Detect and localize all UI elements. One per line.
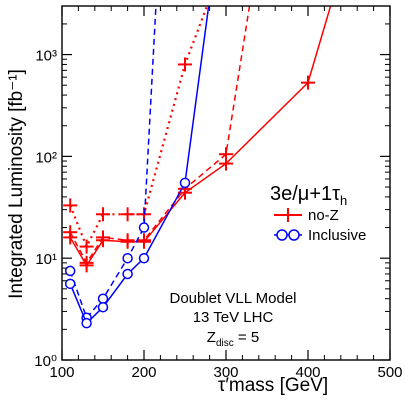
model-label: Doublet VLL Model (169, 290, 296, 307)
x-tick-label: 200 (131, 364, 156, 381)
series-noz-dotted (63, 6, 209, 254)
x-tick-label: 400 (295, 364, 320, 381)
y-tick-label: 10⁰ (34, 353, 57, 370)
series-layer (63, 6, 332, 329)
data-point (120, 234, 135, 249)
series-line (69, 6, 251, 265)
zdisc-suffix: = 5 (234, 329, 259, 346)
legend-label-noz: no-Z (308, 207, 339, 224)
zdisc-label: Zdisc = 5 (207, 329, 259, 349)
data-point (81, 317, 92, 329)
x-tick-label: 500 (377, 364, 402, 381)
series-noz-dashed (63, 6, 251, 270)
zdisc-prefix: Z (207, 329, 216, 346)
x-tick-label: 300 (213, 364, 238, 381)
y-tick-label: 10² (35, 149, 57, 166)
data-point (63, 230, 78, 245)
y-tick-label: 10¹ (35, 251, 57, 268)
data-point (79, 239, 94, 254)
series-line (69, 6, 209, 250)
channel-label-sub: h (340, 193, 347, 208)
data-point (137, 234, 151, 249)
data-point (179, 177, 191, 189)
data-point (64, 265, 76, 277)
legend: no-Z Inclusive (274, 207, 366, 244)
data-point (97, 301, 109, 313)
data-point (64, 278, 76, 290)
data-point (96, 233, 110, 248)
data-point (219, 156, 233, 171)
series-inclusive-dashed (64, 6, 157, 324)
y-tick-label: 10³ (35, 48, 57, 65)
data-point (178, 57, 192, 72)
x-tick-label: 100 (49, 364, 74, 381)
data-point (138, 252, 150, 264)
y-axis-label: Integrated Luminosity [fb⁻¹] (6, 69, 27, 299)
data-point (63, 198, 78, 213)
legend-marker-inclusive (274, 229, 302, 241)
series-line (69, 6, 210, 325)
zdisc-sub: disc (216, 338, 234, 349)
legend-marker-noz (274, 208, 302, 222)
channel-label-main: 3e/μ+1τ (270, 183, 340, 205)
data-point (96, 207, 110, 222)
series-line (69, 6, 157, 320)
data-point (122, 252, 133, 264)
series-noz-solid (63, 6, 332, 273)
channel-label: 3e/μ+1τh (270, 183, 347, 208)
axes-layer: 100 200 300 400 500 10⁰ 10¹ 10² 10³ (34, 5, 403, 381)
data-point (79, 258, 94, 273)
data-point (120, 207, 135, 222)
energy-label: 13 TeV LHC (193, 309, 274, 326)
series-line (69, 6, 332, 267)
data-point (301, 75, 315, 90)
data-point (138, 222, 150, 233)
data-point (122, 268, 133, 280)
legend-label-inclusive: Inclusive (308, 227, 366, 244)
x-axis-label: τ′mass [GeV] (218, 375, 328, 396)
series-inclusive-solid (64, 6, 210, 329)
